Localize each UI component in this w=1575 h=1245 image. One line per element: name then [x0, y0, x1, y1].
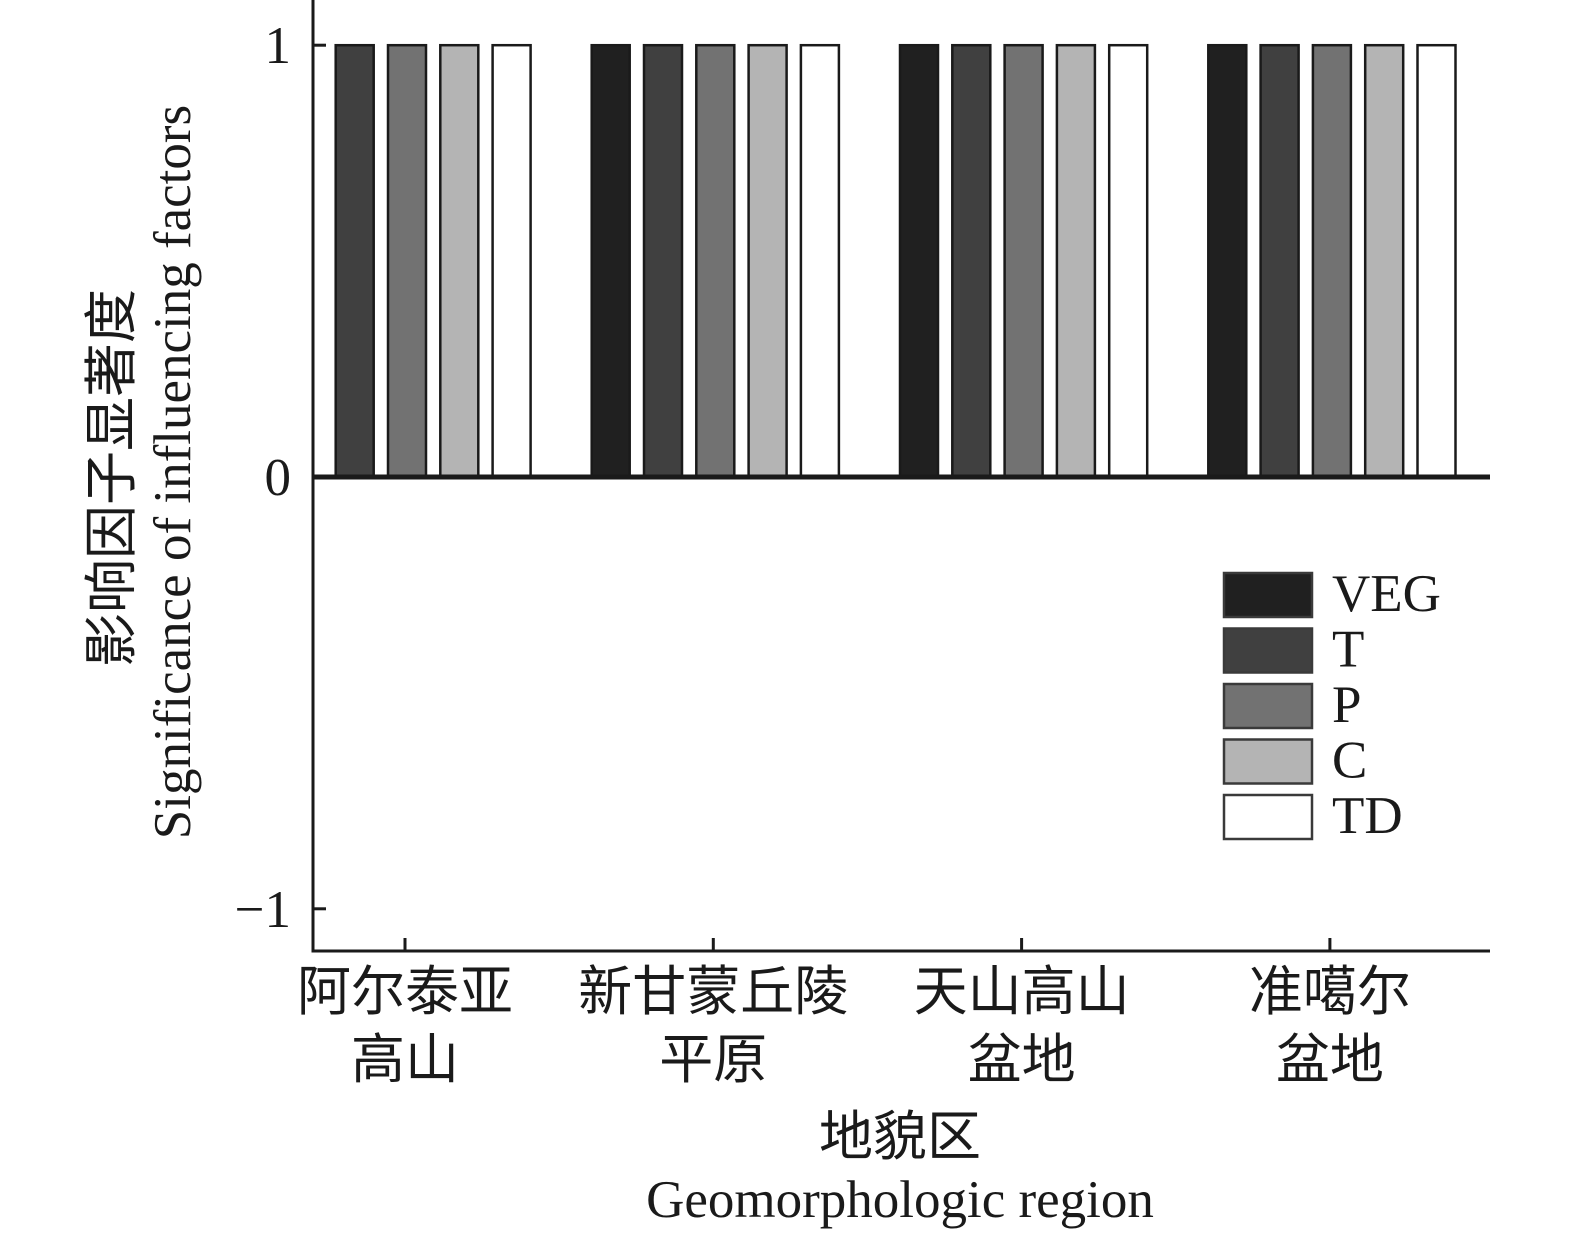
bar-veg-group-4: [1207, 43, 1248, 479]
legend-item-p: P: [1222, 676, 1361, 734]
bar-t-group-4: [1259, 43, 1300, 479]
x-tick-label: 平原: [659, 1030, 767, 1090]
bar-t-group-1: [334, 43, 375, 479]
y-axis-title: 影响因子显著度 Significance of influencing fact…: [82, 105, 202, 839]
y-tick-label: 1: [265, 17, 292, 75]
legend-label: P: [1332, 676, 1361, 734]
bar-c-group-2: [747, 43, 788, 479]
bar-p-group-1: [386, 43, 428, 479]
x-axis-title: 地貌区 Geomorphologic region: [646, 1107, 1154, 1229]
x-tick-label: 盆地: [1276, 1030, 1384, 1090]
bar-c-group-3: [1055, 43, 1097, 479]
y-axis-ticks: 1 0 −1: [235, 17, 326, 939]
y-tick-label: 0: [265, 449, 292, 507]
bar-veg-group-3: [898, 43, 940, 479]
legend-label: C: [1332, 732, 1367, 790]
legend-item-td: TD: [1222, 787, 1403, 845]
legend-label: VEG: [1332, 565, 1441, 623]
x-tick-label: 新甘蒙丘陵: [578, 962, 848, 1022]
bar-p-group-2: [695, 43, 736, 479]
bars-layer: [334, 43, 1457, 479]
x-tick-label: 准噶尔: [1249, 962, 1411, 1022]
x-tick-label: 盆地: [968, 1030, 1076, 1090]
legend-swatch: [1222, 627, 1314, 674]
legend-label: TD: [1332, 787, 1403, 845]
bar-c-group-4: [1363, 43, 1405, 479]
bar-p-group-3: [1003, 43, 1044, 479]
legend-label: T: [1332, 621, 1364, 679]
x-axis-title-en: Geomorphologic region: [646, 1171, 1154, 1229]
legend-swatch: [1222, 682, 1314, 730]
legend-item-c: C: [1222, 732, 1367, 790]
bar-veg-group-2: [590, 43, 631, 479]
bar-t-group-3: [951, 43, 992, 479]
bar-td-group-2: [799, 43, 841, 479]
bar-p-group-4: [1311, 43, 1353, 479]
bar-c-group-1: [439, 43, 480, 479]
y-axis-title-zh: 影响因子显著度: [82, 289, 142, 667]
bar-td-group-1: [491, 43, 532, 479]
y-tick-label: −1: [235, 881, 291, 939]
bar-t-group-2: [642, 43, 684, 479]
legend-swatch: [1222, 793, 1314, 841]
x-tick-label: 高山: [351, 1030, 459, 1090]
legend-swatch: [1222, 571, 1314, 619]
legend-item-veg: VEG: [1222, 565, 1441, 623]
legend-item-t: T: [1222, 621, 1364, 679]
x-tick-label: 阿尔泰亚: [297, 962, 513, 1022]
y-axis-title-en: Significance of influencing factors: [144, 105, 202, 839]
bar-td-group-4: [1416, 43, 1457, 479]
legend-swatch: [1222, 738, 1314, 785]
x-tick-label: 天山高山: [914, 962, 1130, 1022]
bar-td-group-3: [1107, 43, 1149, 479]
x-axis-title-zh: 地貌区: [819, 1107, 981, 1167]
